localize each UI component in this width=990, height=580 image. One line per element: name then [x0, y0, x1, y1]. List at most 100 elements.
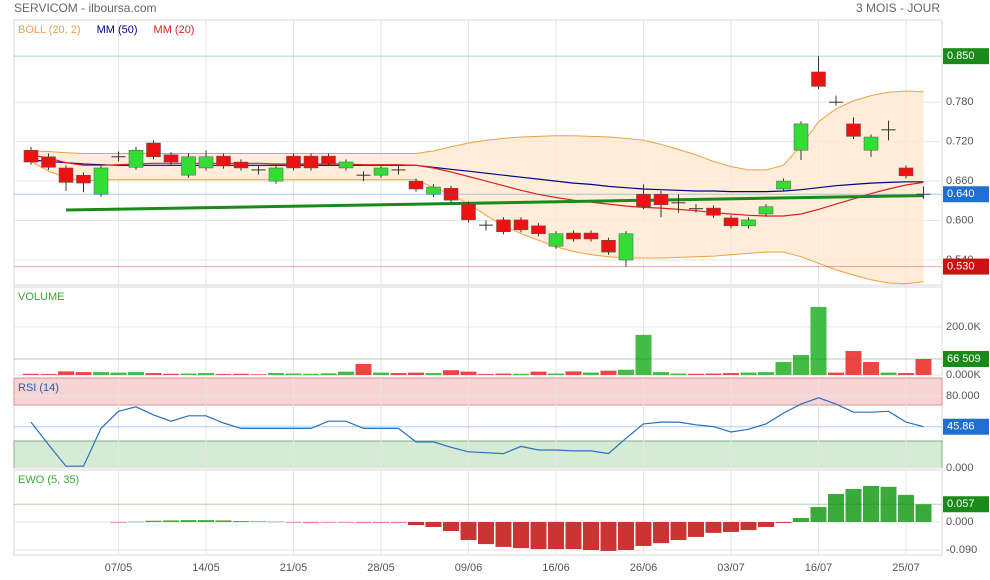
candle-body	[268, 167, 284, 182]
bar	[810, 507, 827, 522]
bar	[583, 521, 599, 551]
bar	[285, 373, 302, 375]
panel-title: EWO (5, 35)	[18, 474, 79, 486]
candle-body	[758, 206, 774, 215]
bar	[128, 521, 144, 523]
bar	[740, 521, 757, 531]
candle-body	[653, 194, 669, 206]
bar	[915, 359, 932, 375]
bar	[898, 494, 914, 522]
candle-body	[461, 203, 476, 221]
bar	[268, 521, 284, 523]
bar	[688, 373, 704, 375]
bar	[460, 521, 477, 541]
panel-title: RSI (14)	[18, 382, 59, 394]
bar	[198, 373, 214, 375]
y-tick-label: 80.000	[946, 390, 980, 402]
bollinger-fill	[31, 91, 924, 284]
bar	[670, 373, 687, 375]
bar	[215, 520, 232, 522]
bar	[180, 520, 197, 522]
value-box-label: 45.86	[947, 421, 975, 433]
bar	[23, 373, 39, 375]
bar	[775, 362, 792, 375]
bar	[880, 372, 897, 375]
bar	[565, 521, 582, 550]
candle-body	[566, 232, 581, 240]
bar	[548, 521, 564, 550]
candle-body	[146, 142, 161, 158]
bar	[723, 521, 739, 532]
bar	[845, 350, 862, 375]
candle-body	[583, 232, 599, 240]
x-tick-label: 09/06	[455, 562, 483, 574]
candle-body	[846, 123, 861, 137]
bar	[373, 372, 389, 375]
candle-body	[898, 167, 914, 177]
bar	[145, 520, 162, 522]
x-tick-label: 28/05	[367, 562, 395, 574]
x-tick-label: 26/06	[630, 562, 658, 574]
x-tick-label: 07/05	[105, 562, 133, 574]
bar	[443, 370, 459, 375]
bar	[40, 374, 57, 375]
value-box-label: 66 509	[947, 353, 981, 365]
value-box	[943, 496, 989, 513]
bar	[425, 521, 442, 527]
candle-body	[23, 149, 39, 163]
candle-body	[548, 233, 564, 247]
x-tick-label: 16/06	[542, 562, 570, 574]
y-tick-label: -0.090	[946, 544, 977, 556]
bar	[250, 374, 267, 375]
candle-body	[723, 217, 739, 227]
value-box-label: 0.530	[947, 260, 975, 272]
bar	[443, 521, 459, 532]
bar	[180, 373, 197, 375]
bar	[863, 362, 879, 375]
bar	[198, 520, 214, 522]
bar	[163, 520, 179, 522]
candle-body	[198, 156, 214, 169]
value-box	[943, 48, 989, 65]
candle-body	[373, 167, 389, 176]
candle-body	[706, 207, 721, 216]
bar	[635, 334, 652, 375]
bar	[705, 373, 722, 375]
x-tick-label: 03/07	[717, 562, 745, 574]
candle-body	[776, 180, 791, 190]
bar	[740, 372, 757, 375]
x-tick-label: 21/05	[280, 562, 308, 574]
bar	[163, 373, 179, 375]
bar	[495, 521, 512, 547]
bar	[653, 372, 669, 375]
bar	[233, 521, 249, 522]
bar	[303, 521, 319, 523]
value-box	[943, 186, 989, 203]
bar	[915, 504, 932, 522]
candle-body	[811, 71, 826, 87]
page-title: SERVICOM - ilboursa.com	[14, 1, 156, 15]
legend-entry: BOLL (20, 2)	[18, 24, 81, 36]
candle-body	[338, 161, 354, 169]
bar	[600, 521, 617, 551]
bar	[355, 363, 372, 375]
bar	[828, 493, 844, 522]
bar	[793, 355, 809, 375]
bar	[583, 372, 599, 375]
bar	[93, 372, 109, 375]
candle-body	[163, 154, 179, 163]
bar	[618, 369, 634, 375]
candle-body	[863, 136, 879, 151]
bar	[688, 521, 704, 537]
bar	[478, 374, 494, 375]
candle-body	[531, 225, 546, 234]
candle-body	[618, 233, 634, 261]
bar	[775, 521, 792, 523]
bar	[338, 371, 354, 375]
bar	[408, 372, 424, 375]
candle-body	[76, 174, 91, 184]
value-box	[943, 351, 989, 368]
y-tick-label: 0.000	[946, 462, 974, 474]
value-box-label: 0.640	[947, 188, 975, 200]
candle-body	[41, 156, 56, 168]
